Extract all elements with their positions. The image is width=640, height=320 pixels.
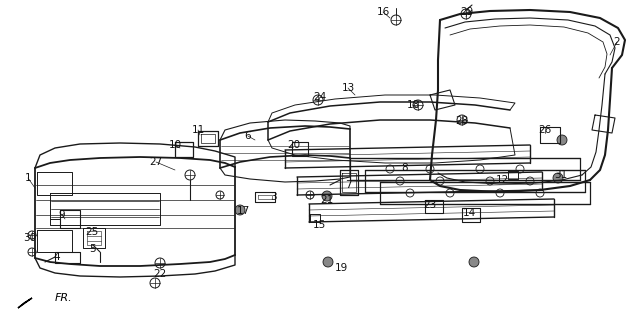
Text: 13: 13 bbox=[341, 83, 355, 93]
Text: 8: 8 bbox=[402, 163, 408, 173]
Text: 1: 1 bbox=[25, 173, 31, 183]
Circle shape bbox=[557, 135, 567, 145]
Text: 30: 30 bbox=[24, 233, 36, 243]
Text: 5: 5 bbox=[90, 244, 96, 254]
Polygon shape bbox=[18, 298, 32, 308]
Text: 19: 19 bbox=[334, 263, 348, 273]
Text: 17: 17 bbox=[236, 206, 250, 216]
Text: 14: 14 bbox=[462, 208, 476, 218]
Text: 7: 7 bbox=[345, 180, 351, 190]
Text: 12: 12 bbox=[495, 175, 509, 185]
Text: 20: 20 bbox=[287, 140, 301, 150]
Text: 24: 24 bbox=[314, 92, 326, 102]
Text: 11: 11 bbox=[191, 125, 205, 135]
Text: 21: 21 bbox=[321, 195, 333, 205]
Text: 4: 4 bbox=[54, 252, 60, 262]
Text: 26: 26 bbox=[538, 125, 552, 135]
Text: 22: 22 bbox=[154, 269, 166, 279]
Text: 15: 15 bbox=[312, 220, 326, 230]
Circle shape bbox=[322, 191, 332, 201]
Text: 27: 27 bbox=[149, 157, 163, 167]
Text: FR.: FR. bbox=[55, 293, 72, 303]
Text: 16: 16 bbox=[376, 7, 390, 17]
Text: 9: 9 bbox=[59, 210, 65, 220]
Circle shape bbox=[469, 257, 479, 267]
Text: 23: 23 bbox=[424, 200, 436, 210]
Text: 28: 28 bbox=[456, 116, 468, 126]
Text: 3: 3 bbox=[269, 192, 276, 202]
Text: 29: 29 bbox=[460, 7, 474, 17]
Text: 2: 2 bbox=[614, 37, 620, 47]
Circle shape bbox=[323, 257, 333, 267]
Circle shape bbox=[553, 173, 563, 183]
Text: 10: 10 bbox=[168, 140, 182, 150]
Text: 18: 18 bbox=[406, 100, 420, 110]
Circle shape bbox=[235, 205, 245, 215]
Text: 31: 31 bbox=[554, 170, 568, 180]
Text: 6: 6 bbox=[244, 131, 252, 141]
Text: 25: 25 bbox=[85, 227, 99, 237]
